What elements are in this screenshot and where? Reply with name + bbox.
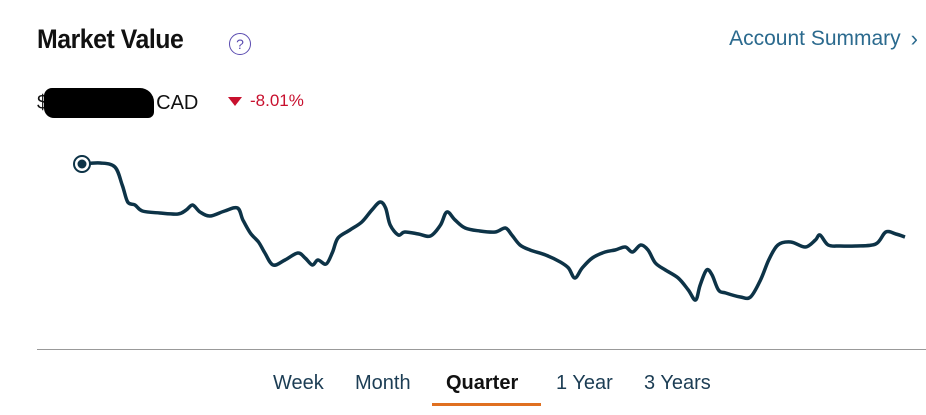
redacted-amount [44,88,155,118]
start-point-dot [77,159,87,169]
tab-3-years[interactable]: 3 Years [644,372,711,394]
series-line [81,161,906,302]
account-summary-link[interactable]: Account Summary › [729,26,918,52]
tab-month[interactable]: Month [355,372,411,394]
page-title: Market Value [37,24,184,54]
tab-quarter[interactable]: Quarter [446,372,519,394]
currency-code: CAD [156,91,199,114]
tab-week[interactable]: Week [273,372,324,394]
down-triangle-icon [228,96,242,106]
active-tab-indicator [432,403,541,406]
change-percent: -8.01% [250,91,304,110]
tab-1-year[interactable]: 1 Year [556,372,613,394]
change-indicator: -8.01% [228,91,304,111]
chart-baseline [37,349,926,350]
currency-symbol: $ [37,91,49,114]
market-value-amount: $ CAD [37,88,198,118]
chevron-right-icon: › [910,26,918,51]
help-icon[interactable]: ? [229,33,251,55]
account-summary-label: Account Summary [729,27,901,50]
